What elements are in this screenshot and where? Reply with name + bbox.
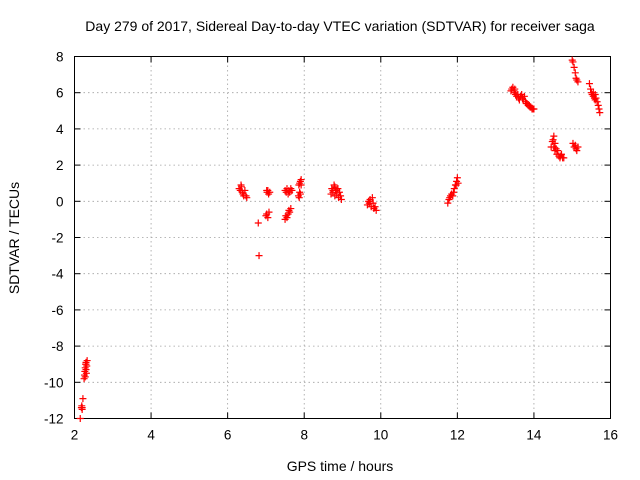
data-point [287, 205, 295, 213]
data-point [337, 192, 345, 200]
x-tick-label: 14 [526, 428, 542, 443]
grid [74, 56, 611, 419]
data-point [450, 188, 458, 196]
data-point [296, 188, 304, 196]
y-tick-label: 4 [56, 122, 64, 137]
y-tick-label: 6 [56, 86, 64, 101]
data-point [296, 177, 304, 185]
data-point [574, 78, 582, 86]
data-point [366, 197, 374, 205]
data-point [286, 208, 294, 216]
data-point [453, 174, 461, 182]
data-point [587, 85, 595, 93]
x-tick-label: 16 [603, 428, 618, 443]
data-points [76, 56, 604, 422]
data-point [449, 192, 457, 200]
data-point [551, 147, 559, 155]
y-tick-label: -12 [44, 412, 64, 427]
y-axis-label: SDTVAR / TECUs [6, 182, 22, 294]
data-point [337, 195, 345, 203]
data-point [444, 199, 452, 207]
data-point [550, 132, 558, 140]
data-point [591, 91, 599, 99]
data-point [569, 58, 577, 66]
y-tick-label: -6 [51, 303, 63, 318]
data-point [368, 194, 376, 202]
data-point [571, 69, 579, 77]
data-point [265, 208, 273, 216]
y-tick-label: -10 [44, 375, 64, 390]
data-point [81, 373, 89, 381]
data-point [329, 186, 337, 194]
data-point [574, 143, 582, 151]
data-point [237, 183, 245, 191]
data-point [593, 98, 601, 106]
y-tick-label: 8 [56, 50, 64, 65]
data-point [263, 186, 271, 194]
y-tick-label: 2 [56, 158, 64, 173]
x-tick-label: 8 [300, 428, 308, 443]
x-tick-label: 6 [224, 428, 232, 443]
data-point [82, 360, 90, 368]
data-point [331, 183, 339, 191]
data-point [551, 139, 559, 147]
data-point [78, 404, 86, 412]
data-point [530, 105, 538, 113]
data-point [595, 105, 603, 113]
data-point [76, 415, 84, 422]
data-point [573, 147, 581, 155]
axis-ticks: 2 4 6 8 10 12 14 16 -12 -10 -8 -6 -4 -2 0 2 4 6 8 [44, 50, 618, 443]
data-point [241, 186, 249, 194]
data-point [596, 109, 604, 117]
data-point [594, 101, 602, 109]
data-point [255, 252, 263, 260]
data-point [452, 181, 460, 189]
y-tick-label: -2 [51, 231, 63, 246]
data-point [264, 214, 272, 222]
data-point [585, 80, 593, 88]
data-point [372, 206, 380, 214]
data-point [568, 56, 576, 64]
data-point [82, 369, 90, 377]
x-axis-label: GPS time / hours [287, 458, 394, 474]
data-point [549, 136, 557, 144]
data-point [511, 85, 519, 93]
y-tick-label: -8 [51, 339, 63, 354]
data-point [254, 219, 262, 227]
data-point [243, 194, 251, 202]
data-point [296, 179, 304, 187]
y-tick-label: 0 [56, 194, 64, 209]
data-point [573, 76, 581, 84]
data-point [288, 186, 296, 194]
data-point [296, 190, 304, 198]
x-tick-label: 4 [147, 428, 155, 443]
x-tick-label: 12 [450, 428, 465, 443]
data-point [297, 176, 305, 184]
data-point [79, 395, 87, 403]
chart-title: Day 279 of 2017, Sidereal Day-to-day VTE… [85, 18, 595, 34]
data-point [450, 185, 458, 193]
data-point [570, 63, 578, 71]
data-point [592, 94, 600, 102]
data-point [520, 92, 528, 100]
data-point [371, 203, 379, 211]
y-tick-label: -4 [51, 267, 63, 282]
x-tick-label: 10 [373, 428, 388, 443]
x-tick-label: 2 [71, 428, 79, 443]
data-point [283, 214, 291, 222]
data-point [550, 143, 558, 151]
data-point [557, 150, 565, 158]
data-point [560, 154, 568, 162]
